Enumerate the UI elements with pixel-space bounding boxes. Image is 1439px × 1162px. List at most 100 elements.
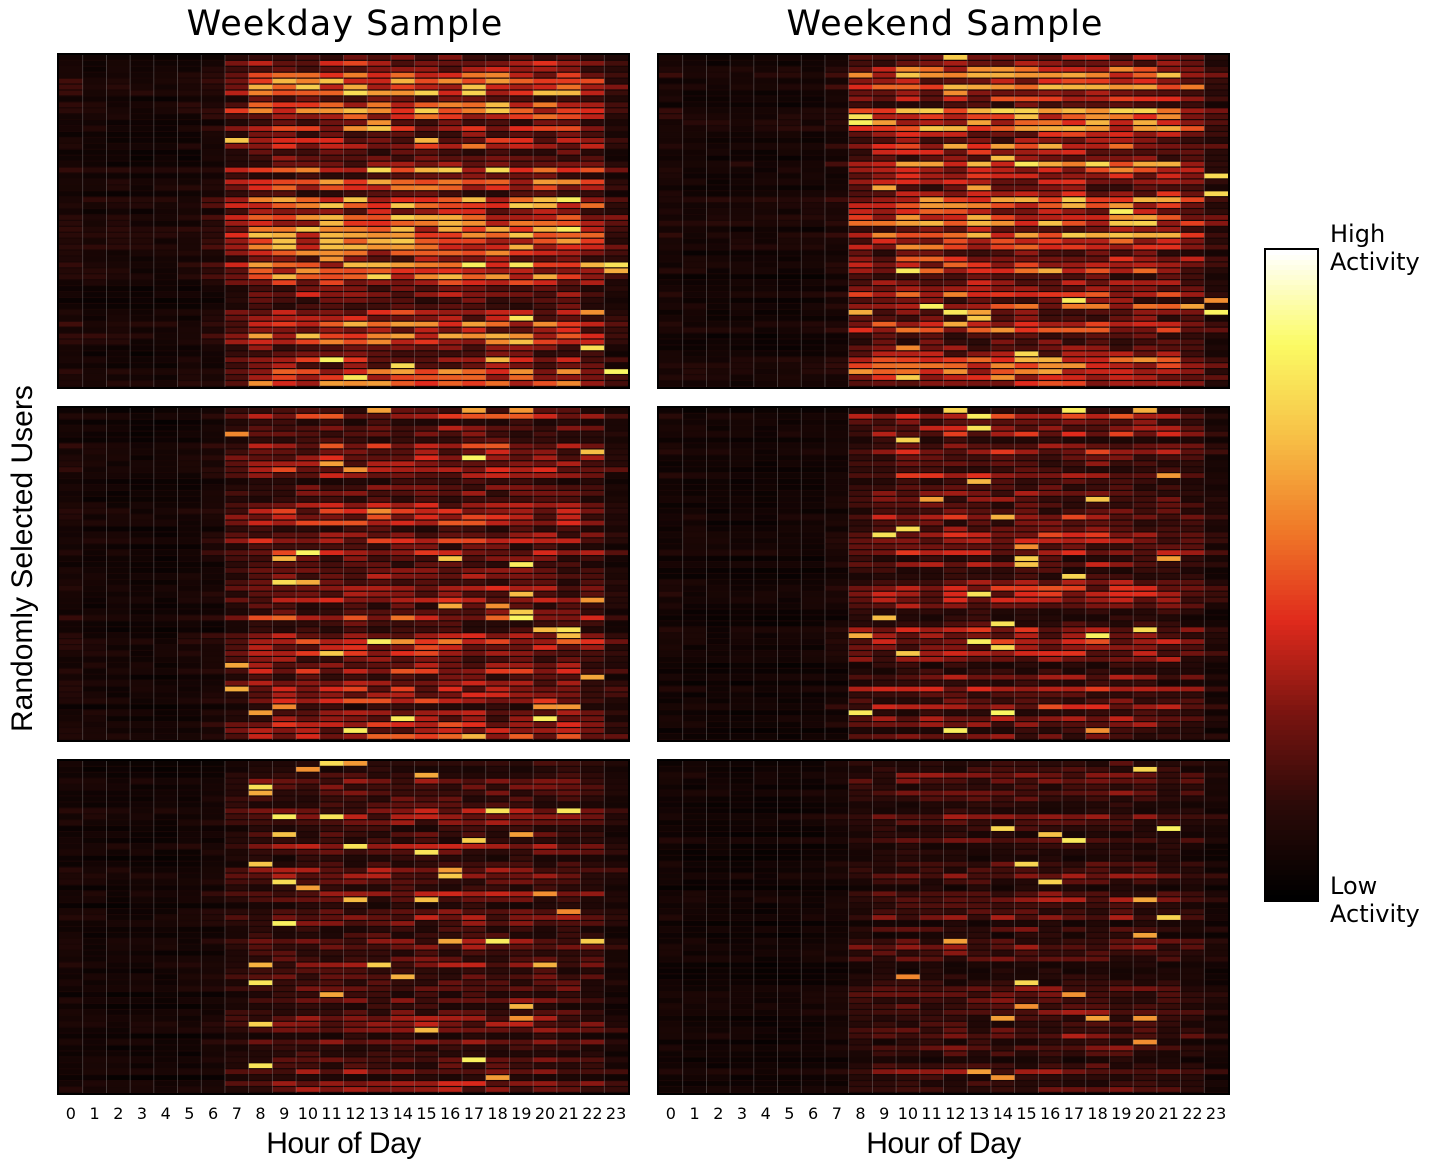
heatmap-cell [272, 615, 297, 621]
heatmap-cell [177, 698, 202, 704]
heatmap-cell [753, 309, 778, 315]
heatmap-cell [272, 143, 297, 149]
heatmap-cell [533, 728, 558, 733]
heatmap-cell [106, 321, 131, 327]
heatmap-cell [201, 72, 226, 78]
heatmap-cell [801, 621, 826, 627]
heatmap-cell [1204, 149, 1228, 155]
heatmap-cell [659, 149, 684, 155]
heatmap-cell [556, 413, 581, 419]
heatmap-cell [801, 496, 826, 502]
heatmap-cell [777, 568, 802, 573]
heatmap-cell [896, 574, 921, 579]
heatmap-cell [201, 209, 226, 214]
heatmap-cell [556, 197, 581, 203]
heatmap-cell [248, 84, 273, 90]
heatmap-cell [990, 419, 1015, 425]
heatmap-cell [367, 413, 392, 419]
heatmap-cell [201, 514, 226, 520]
heatmap-cell [59, 562, 84, 567]
heatmap-cell [106, 238, 131, 244]
heatmap-cell [604, 108, 628, 114]
heatmap-cell [604, 615, 628, 621]
heatmap-cell [462, 173, 487, 179]
heatmap-cell [106, 550, 131, 556]
heatmap-cell [272, 544, 297, 550]
heatmap-cell [556, 461, 581, 467]
heatmap-cell [177, 244, 202, 250]
heatmap-cell [177, 686, 202, 692]
heatmap-cell [580, 556, 605, 561]
heatmap-cell [177, 132, 202, 137]
heatmap-cell [967, 114, 992, 120]
heatmap-cell [801, 126, 826, 131]
heatmap-cell [296, 90, 321, 96]
heatmap-cell [248, 544, 273, 550]
heatmap-cell [296, 692, 321, 698]
heatmap-cell [485, 657, 510, 662]
heatmap-cell [556, 556, 581, 561]
heatmap-cell [1085, 191, 1110, 197]
heatmap-cell [224, 114, 249, 120]
heatmap-cell [367, 55, 392, 60]
heatmap-cell [485, 209, 510, 214]
heatmap-cell [943, 579, 968, 585]
heatmap-cell [153, 78, 178, 84]
heatmap-cell [990, 351, 1015, 357]
heatmap-cell [1062, 149, 1087, 155]
heatmap-cell [201, 138, 226, 143]
heatmap-cell [248, 78, 273, 84]
heatmap-cell [990, 556, 1015, 561]
heatmap-cell [367, 668, 392, 674]
heatmap-cell [59, 226, 84, 232]
heatmap-cell [414, 716, 439, 722]
heatmap-cell [343, 244, 368, 250]
heatmap-cell [580, 514, 605, 520]
heatmap-cell [1062, 304, 1087, 309]
heatmap-cell [967, 532, 992, 538]
heatmap-cell [438, 550, 463, 556]
heatmap-cell [848, 90, 873, 96]
heatmap-cell [682, 120, 707, 125]
heatmap-cell [872, 327, 897, 333]
heatmap-cell [967, 496, 992, 502]
heatmap-cell [59, 657, 84, 662]
heatmap-cell [659, 532, 684, 538]
heatmap-cell [438, 668, 463, 674]
heatmap-cell [509, 437, 534, 443]
heatmap-cell [659, 455, 684, 461]
heatmap-cell [296, 467, 321, 473]
heatmap-cell [824, 443, 849, 449]
heatmap-cell [248, 645, 273, 650]
heatmap-cell [990, 179, 1015, 185]
heatmap-cell [224, 657, 249, 662]
heatmap-cell [390, 102, 415, 108]
heatmap-cell [367, 467, 392, 473]
heatmap-cell [604, 173, 628, 179]
heatmap-cell [367, 538, 392, 544]
heatmap-cell [319, 149, 344, 155]
heatmap-cell [730, 286, 755, 291]
heatmap-cell [824, 585, 849, 591]
heatmap-cell [682, 526, 707, 532]
heatmap-cell [296, 710, 321, 716]
heatmap-cell [1038, 203, 1063, 208]
heatmap-cell [872, 485, 897, 490]
heatmap-cell [1014, 215, 1039, 220]
heatmap-cell [1180, 244, 1205, 250]
heatmap-cell [580, 508, 605, 514]
heatmap-cell [82, 197, 107, 203]
heatmap-cell [533, 734, 558, 739]
heatmap-cell [106, 274, 131, 280]
heatmap-cell [485, 449, 510, 455]
heatmap-cell [801, 381, 826, 386]
heatmap-cell [730, 280, 755, 286]
heatmap-cell [1062, 90, 1087, 96]
heatmap-cell [1014, 155, 1039, 161]
heatmap-cell [390, 692, 415, 698]
heatmap-cell [485, 280, 510, 286]
heatmap-cell [1085, 568, 1110, 573]
heatmap-cell [967, 574, 992, 579]
heatmap-cell [556, 333, 581, 339]
heatmap-cell [604, 357, 628, 363]
